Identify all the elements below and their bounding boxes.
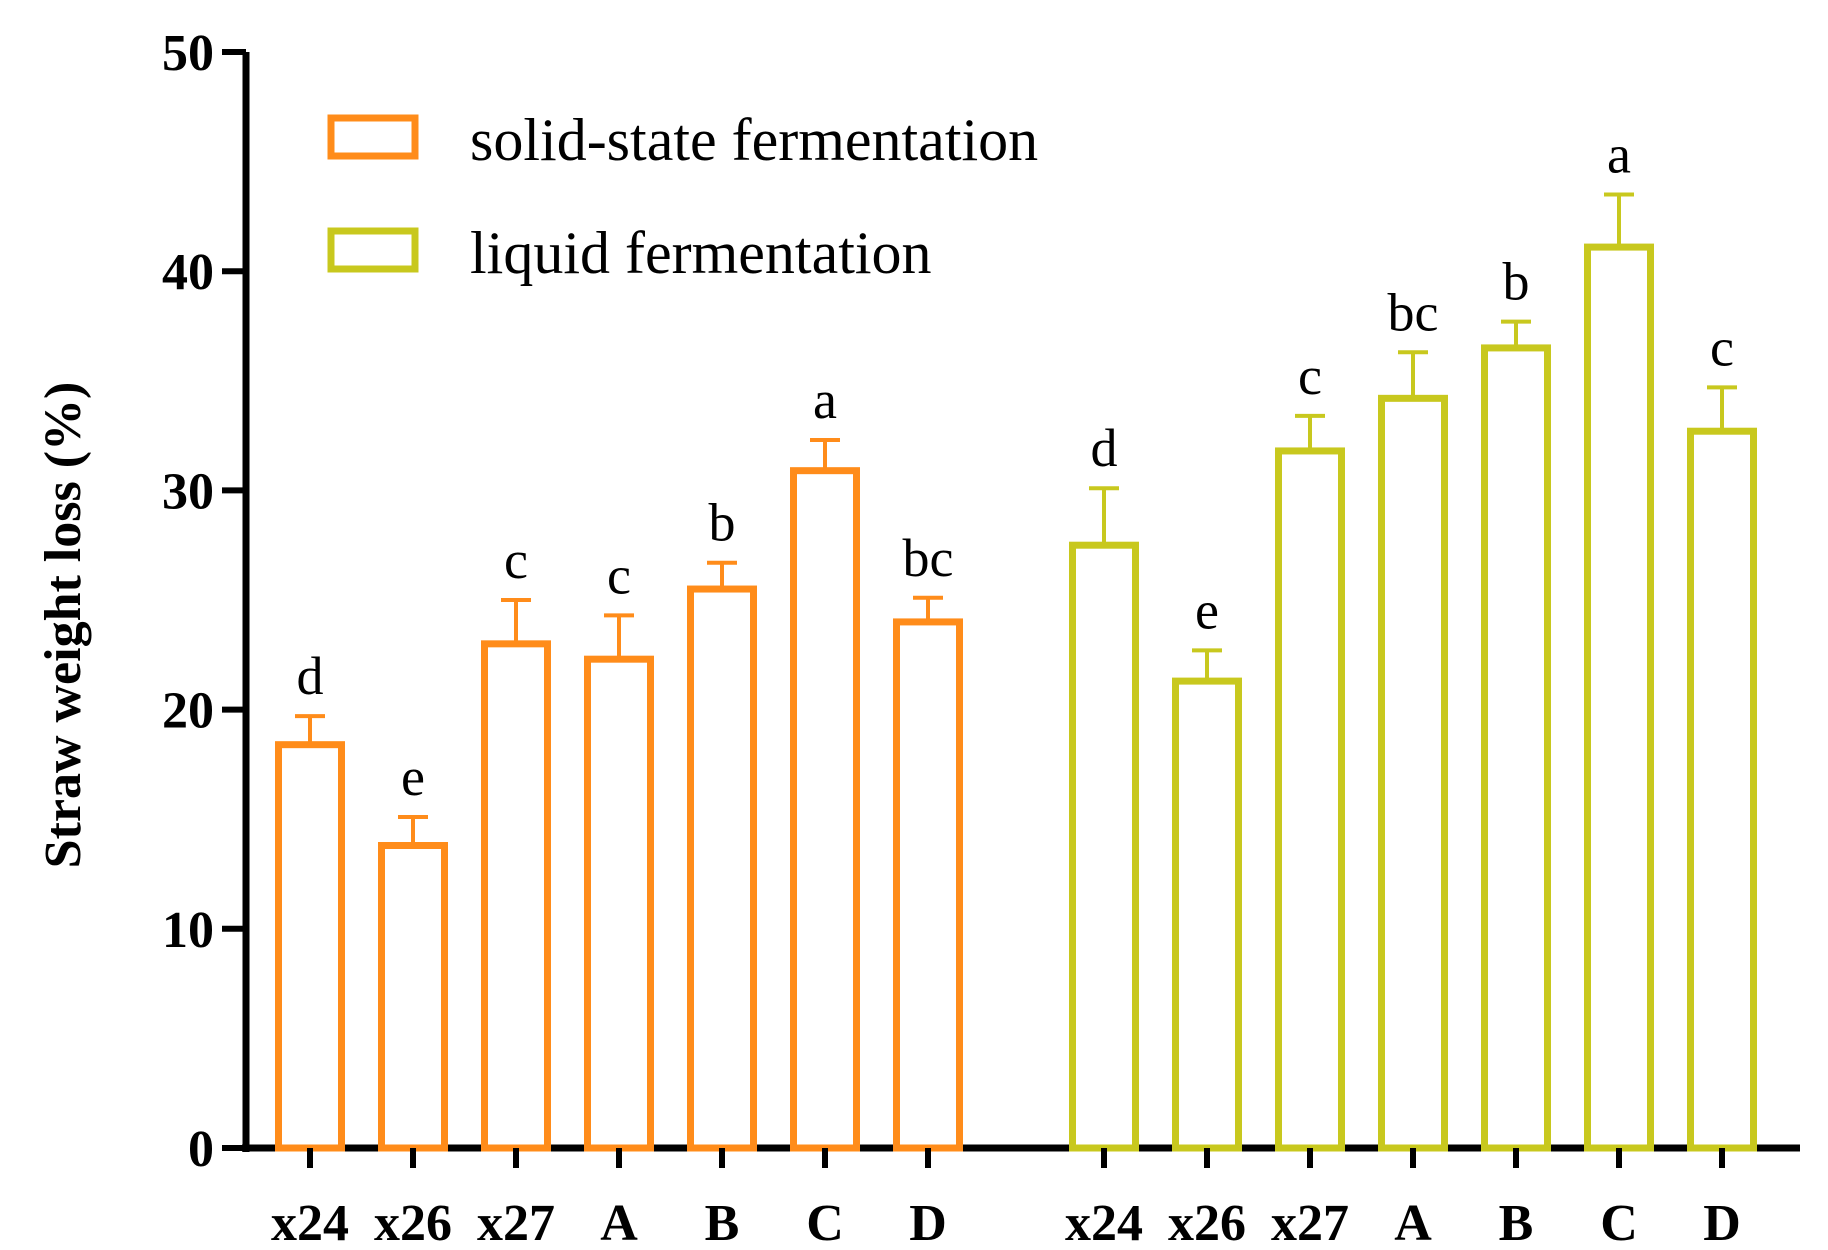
significance-letter-g0-x24: d: [297, 646, 324, 706]
y-tick-label-50: 50: [162, 25, 214, 82]
significance-letter-g1-x24: d: [1091, 418, 1118, 478]
bar-g0-C: [790, 467, 860, 1152]
x-tick-label-g1-x27: x27: [1271, 1195, 1349, 1250]
x-tick-label-g0-x26: x26: [374, 1195, 452, 1250]
significance-letter-g1-B: b: [1503, 252, 1530, 312]
bar-g1-x24: [1069, 541, 1139, 1152]
bar-g0-D: [893, 618, 963, 1152]
x-tick-label-g1-B: B: [1499, 1195, 1534, 1250]
bar-g1-x26: [1172, 677, 1242, 1152]
bar-g0-x27: [481, 640, 551, 1152]
x-tick-label-g0-B: B: [705, 1195, 740, 1250]
y-tick-label-40: 40: [162, 244, 214, 301]
x-tick-label-g0-A: A: [600, 1195, 638, 1250]
significance-letter-g0-x27: c: [504, 530, 528, 590]
legend-swatch-liquid: [327, 227, 419, 273]
significance-letter-g0-D: bc: [903, 528, 954, 588]
y-tick-label-0: 0: [188, 1121, 214, 1178]
significance-letter-g1-A: bc: [1388, 282, 1439, 342]
y-tick-label-10: 10: [162, 902, 214, 959]
legend-swatch-solid-state: [327, 114, 419, 160]
x-tick-label-g1-C: C: [1600, 1195, 1638, 1250]
bar-g1-C: [1584, 243, 1654, 1152]
x-tick-label-g0-D: D: [909, 1195, 947, 1250]
x-tick-label-g1-x26: x26: [1168, 1195, 1246, 1250]
legend: solid-state fermentation liquid fermenta…: [327, 107, 1038, 286]
bar-g0-B: [687, 585, 757, 1152]
x-tick-label-g1-D: D: [1703, 1195, 1741, 1250]
significance-letter-g1-C: a: [1607, 124, 1631, 184]
y-axis-label: Straw weight loss (%): [35, 382, 92, 869]
legend-label-liquid: liquid fermentation: [470, 220, 932, 286]
significance-letter-g1-x27: c: [1298, 346, 1322, 406]
plot-area: 01020304050dx24ex26cx27cAbBaCbcDdx24ex26…: [162, 25, 1800, 1250]
bar-g0-x24: [275, 741, 345, 1152]
x-tick-label-g1-x24: x24: [1065, 1195, 1143, 1250]
significance-letter-g0-x26: e: [401, 747, 425, 807]
y-tick-label-30: 30: [162, 463, 214, 520]
bar-g0-A: [584, 655, 654, 1152]
y-tick-label-20: 20: [162, 683, 214, 740]
bar-g1-B: [1481, 344, 1551, 1152]
significance-letter-g0-B: b: [709, 493, 736, 553]
x-tick-label-g1-A: A: [1394, 1195, 1432, 1250]
bar-g0-x26: [378, 842, 448, 1152]
legend-label-solid-state: solid-state fermentation: [470, 107, 1038, 173]
bar-g1-D: [1687, 427, 1757, 1152]
significance-letter-g1-D: c: [1710, 317, 1734, 377]
bar-g1-x27: [1275, 447, 1345, 1152]
significance-letter-g0-A: c: [607, 545, 631, 605]
x-tick-label-g0-x24: x24: [271, 1195, 349, 1250]
x-tick-label-g0-x27: x27: [477, 1195, 555, 1250]
bar-g1-A: [1378, 394, 1448, 1152]
x-tick-label-g0-C: C: [806, 1195, 844, 1250]
significance-letter-g1-x26: e: [1195, 580, 1219, 640]
significance-letter-g0-C: a: [813, 370, 837, 430]
